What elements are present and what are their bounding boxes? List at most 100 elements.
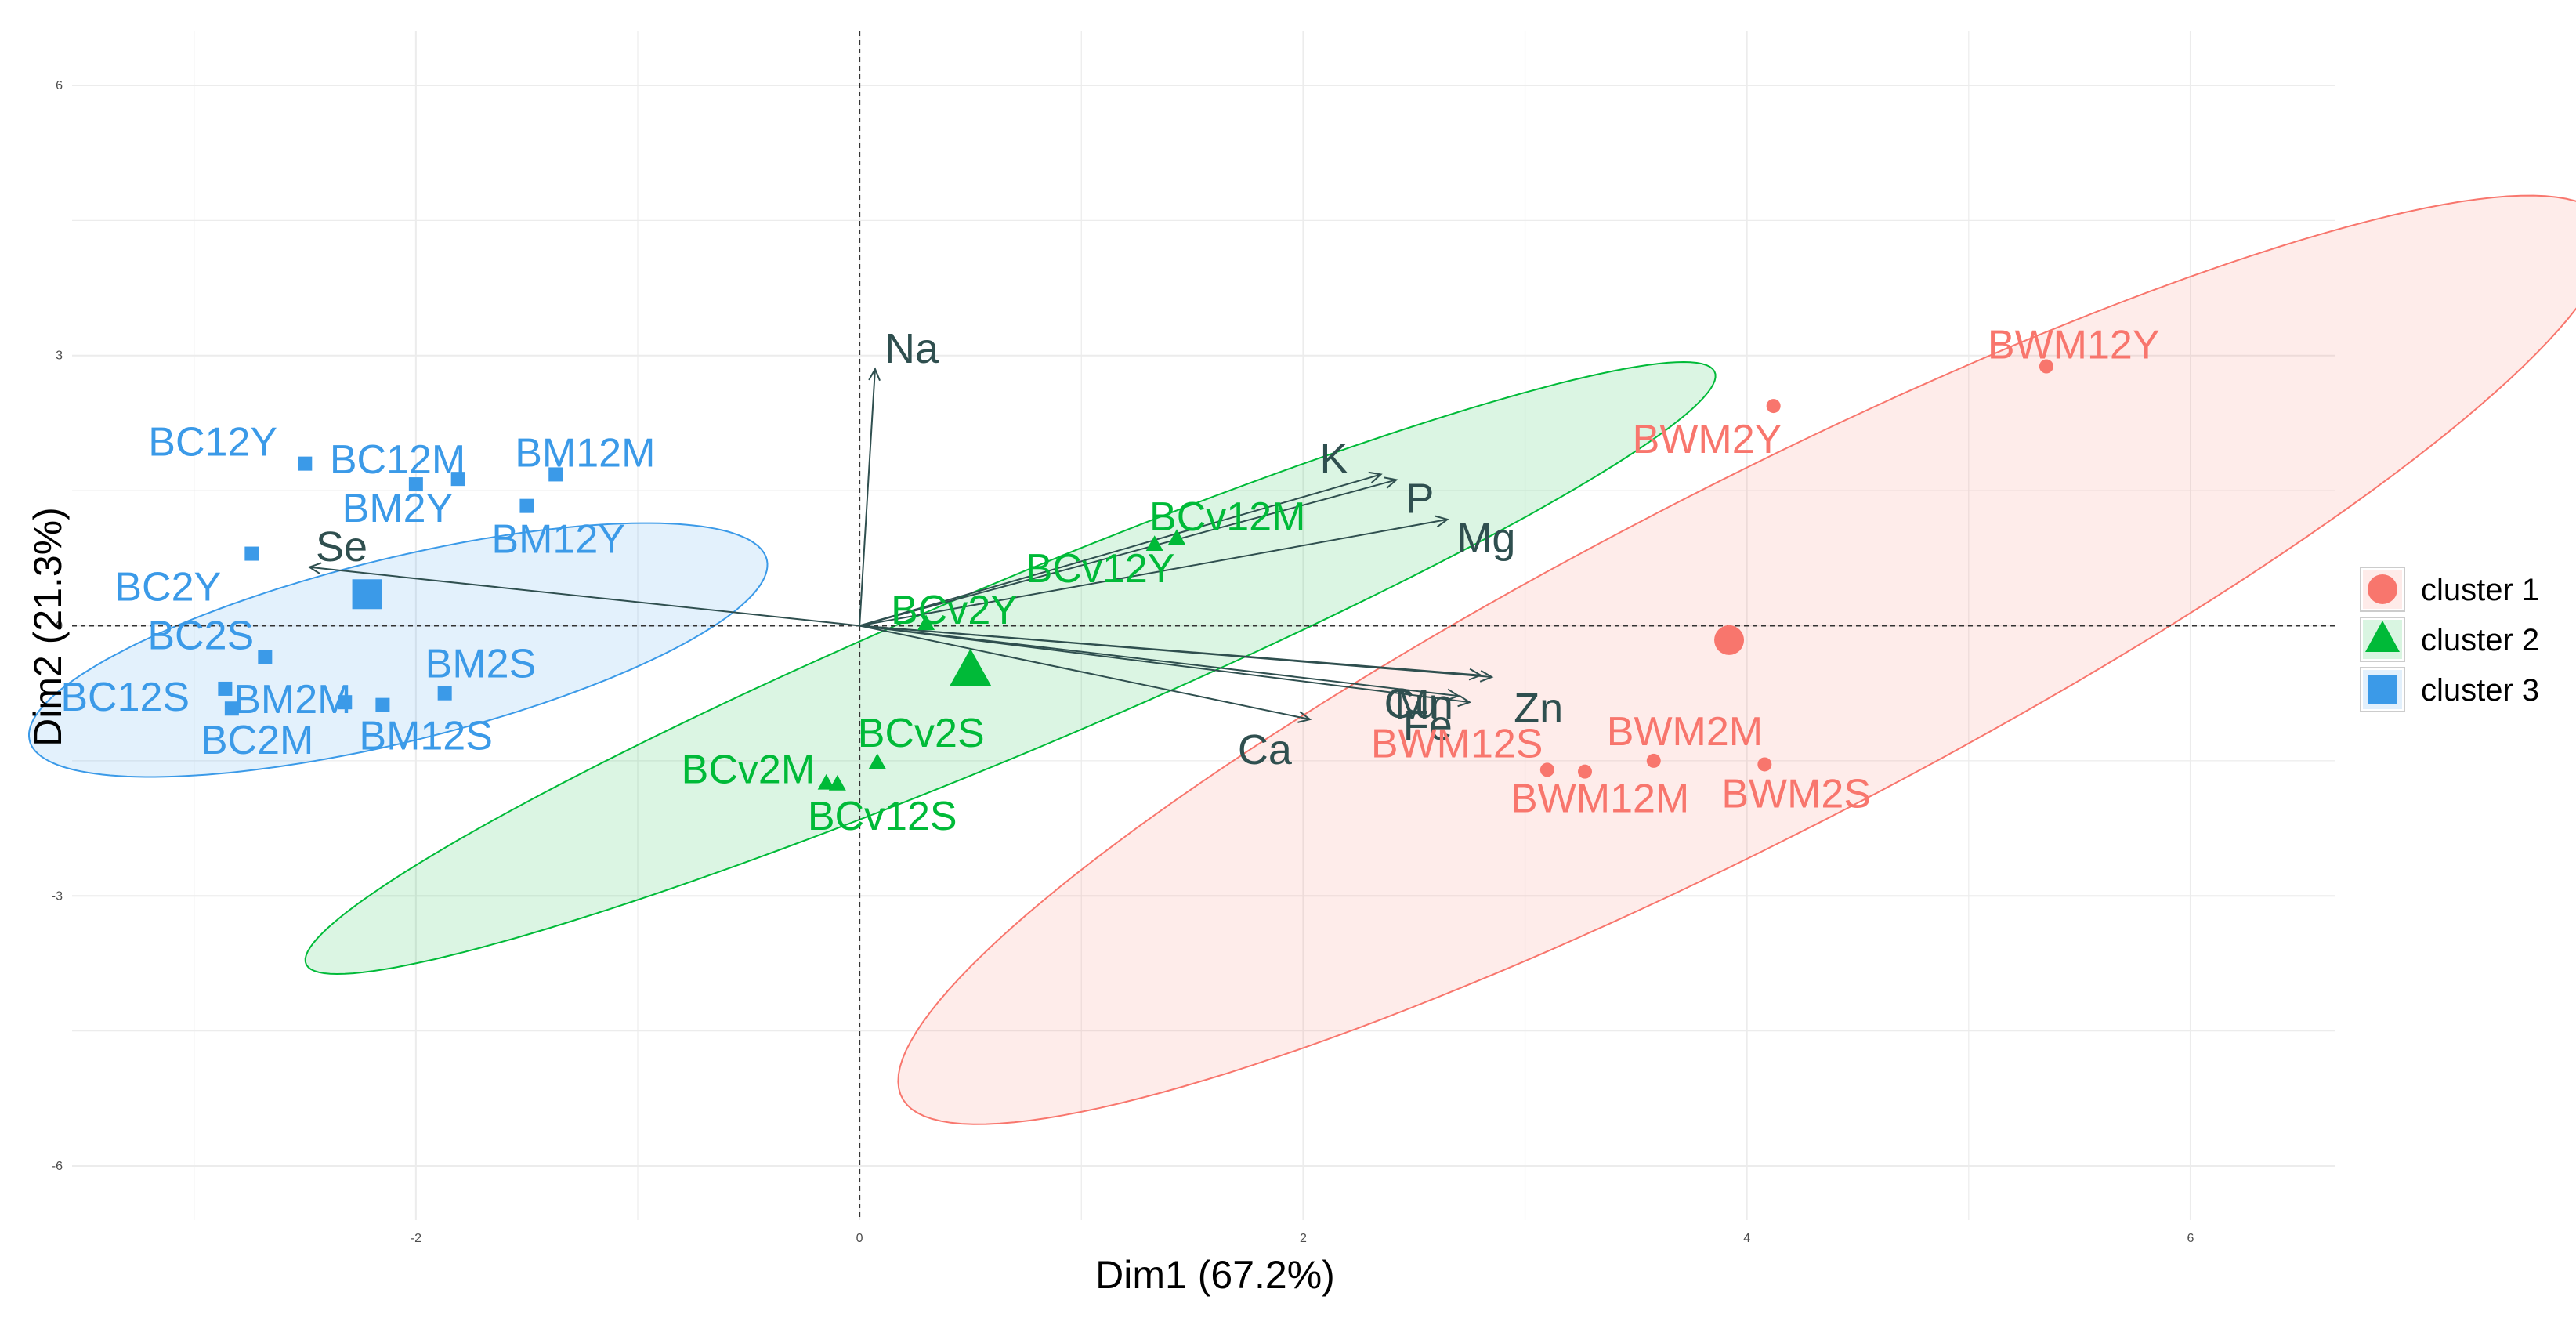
arrow-cu [859, 625, 1459, 697]
point-label: BC2Y [114, 565, 221, 610]
legend-marker-circle [2368, 574, 2397, 604]
variable-label-zn: Zn [1514, 685, 1563, 732]
arrowhead-fe [1457, 694, 1472, 708]
point-label: BWM12S [1371, 721, 1543, 766]
arrowhead-mn [1468, 668, 1483, 681]
variable-label-ca: Ca [1238, 726, 1293, 773]
data-point [224, 701, 239, 716]
ellipse-cluster-3 [28, 522, 769, 778]
data-point [519, 498, 534, 513]
data-point [298, 456, 313, 471]
arrowhead-p [1384, 476, 1398, 489]
data-point [244, 546, 259, 561]
arrowhead-mg [1435, 515, 1449, 528]
grid-layer [72, 31, 2335, 1220]
point-label: BC12S [60, 675, 190, 720]
arrowhead-k [1368, 471, 1383, 483]
y-tick-label: 6 [56, 79, 63, 92]
point-label: BC2S [147, 614, 254, 659]
data-point [437, 686, 452, 701]
point-label: BCv2M [682, 748, 815, 793]
point-label: BM2S [425, 642, 537, 687]
legend-label: cluster 1 [2421, 573, 2539, 607]
y-tick-label: 0 [56, 620, 63, 633]
data-point [1145, 535, 1163, 552]
data-point [548, 467, 563, 482]
point-label: BC12Y [148, 420, 277, 465]
point-label: BC2M [201, 718, 313, 763]
data-point [338, 695, 353, 710]
arrow-p [859, 479, 1397, 627]
x-axis-title: Dim1 (67.2%) [1095, 1253, 1335, 1297]
arrow-ca [859, 625, 1311, 721]
data-point [828, 774, 846, 791]
variable-label-cu: Cu [1384, 680, 1438, 727]
y-tick-label: -3 [52, 889, 63, 903]
point-label: BC12M [330, 437, 465, 483]
ellipse-cluster-2 [304, 360, 1717, 976]
data-point [817, 773, 835, 790]
arrowhead-se [307, 562, 322, 575]
point-label: BCv12S [808, 794, 957, 839]
axis-ticks: -2 0 2 4 6 -6 -3 0 3 6 [52, 79, 2194, 1245]
point-label: BCv12M [1149, 494, 1305, 540]
point-label: BWM12Y [1988, 323, 2160, 368]
cluster-centroid [352, 579, 382, 610]
data-point [917, 614, 935, 631]
data-point [1539, 762, 1554, 777]
data-point [258, 650, 273, 664]
arrowhead-ca [1297, 711, 1312, 723]
arrow-k [859, 473, 1381, 627]
point-label: BM2Y [342, 486, 454, 531]
x-tick-label: 2 [1300, 1232, 1307, 1245]
point-label: BM12S [359, 714, 493, 759]
data-point [408, 477, 423, 492]
point-label: BCv2S [858, 711, 985, 756]
data-point [1168, 529, 1186, 545]
data-point [375, 697, 390, 712]
arrow-na [859, 368, 876, 626]
x-tick-label: -2 [411, 1232, 421, 1245]
arrow-mg [859, 518, 1448, 627]
legend-label: cluster 3 [2421, 673, 2539, 708]
y-tick-label: -6 [52, 1160, 63, 1173]
variable-label-fe: Fe [1403, 702, 1453, 749]
x-tick-label: 4 [1743, 1232, 1750, 1245]
variable-label-k: K [1320, 435, 1348, 482]
variable-label-mg: Mg [1456, 515, 1515, 562]
x-tick-label: 0 [856, 1232, 863, 1245]
arrowhead-cu [1446, 688, 1460, 701]
point-label: BM12Y [491, 517, 625, 563]
point-label: BWM2M [1607, 709, 1763, 755]
data-point [1766, 399, 1781, 414]
arrowhead-zn [1479, 670, 1494, 683]
point-label: BWM2S [1721, 771, 1871, 817]
arrow-zn [859, 625, 1492, 679]
data-point [2039, 359, 2053, 374]
data-point [868, 753, 886, 769]
point-label: BCv12Y [1026, 546, 1175, 592]
point-label: BWM12M [1511, 777, 1689, 822]
data-point [1577, 764, 1592, 779]
data-point [1757, 757, 1772, 772]
point-label: BCv2Y [891, 588, 1018, 633]
legend: cluster 1 cluster 2 cluster 3 [2360, 567, 2539, 712]
data-point [218, 681, 233, 696]
y-axis-title: Dim2 (21.3%) [26, 507, 70, 747]
observation-points [218, 359, 2053, 791]
observation-labels: BWM12Y BWM2Y BWM12S BWM12M BWM2M BWM2S BCv12M B… [60, 323, 2159, 839]
cluster-centroid [1714, 625, 1745, 655]
ellipse-cluster-1 [897, 194, 2576, 1125]
point-label: BM12M [515, 430, 655, 476]
cluster-centroid [950, 648, 992, 686]
variable-label-se: Se [316, 523, 367, 570]
point-label: BWM2Y [1633, 417, 1782, 462]
legend-label: cluster 2 [2421, 623, 2539, 657]
arrow-se [309, 566, 860, 627]
y-tick-label: 3 [56, 349, 63, 363]
arrow-fe [859, 625, 1470, 704]
legend-marker-square [2368, 675, 2397, 704]
point-label: BM2M [233, 677, 351, 722]
